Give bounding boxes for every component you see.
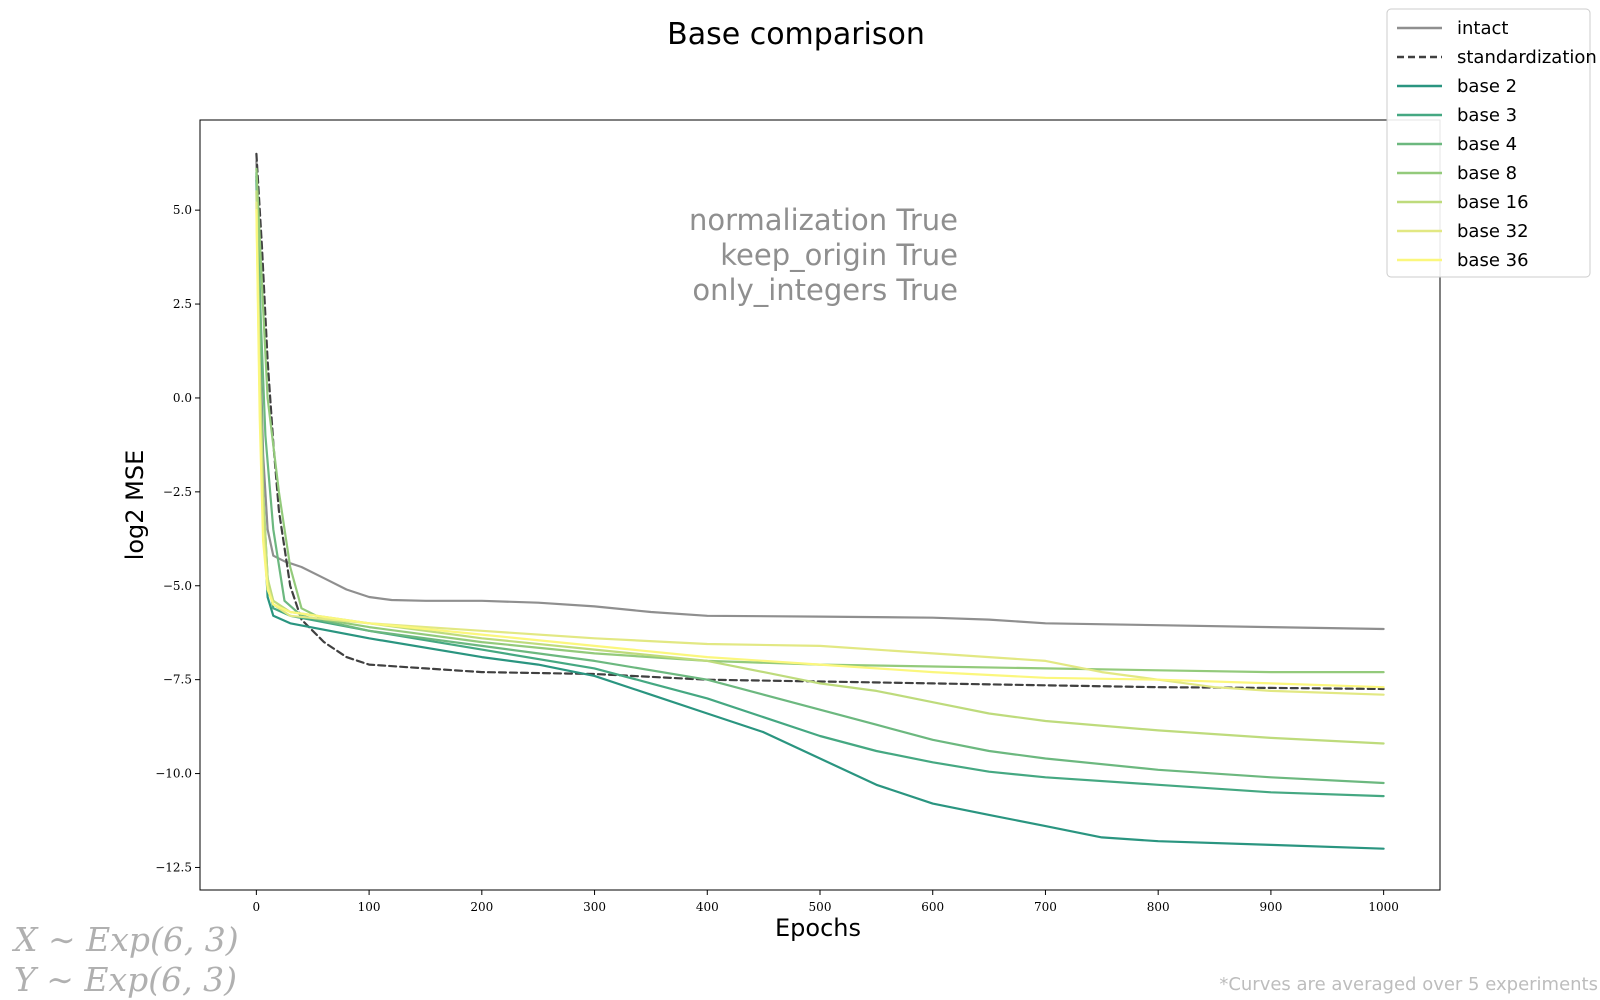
x-tick-label: 0 (253, 900, 261, 914)
annotation-only-integers: only_integers True (692, 273, 958, 307)
y-tick-label: −12.5 (155, 860, 192, 874)
x-tick-label: 700 (1034, 900, 1057, 914)
y-tick-label: 2.5 (173, 297, 192, 311)
annotation-normalization: normalization True (689, 203, 958, 237)
y-ticks: 5.0 2.5 0.0 −2.5 −5.0 −7.5 −10.0 −12.5 (155, 203, 200, 874)
chart-title: Base comparison (667, 17, 925, 52)
x-tick-label: 400 (696, 900, 719, 914)
formula-y: Y ∼ Exp(6, 3) (14, 960, 237, 999)
x-ticks: 0 100 200 300 400 500 600 700 800 900 1000 (253, 890, 1399, 914)
y-tick-label: −7.5 (163, 673, 192, 687)
annotation-keep-origin: keep_origin True (720, 238, 958, 272)
legend-items: intact standardization base 2 base 3 base 4 b… (1397, 18, 1597, 271)
series-line-intact (255, 160, 1385, 631)
annotation-block: normalization True keep_origin True only… (689, 203, 958, 307)
legend-label-base-8: base 8 (1457, 163, 1517, 184)
legend-label-base-32: base 32 (1457, 221, 1529, 242)
legend: intact standardization base 2 base 3 base 4 b… (1386, 8, 1597, 278)
formula-x: X ∼ Exp(6, 3) (11, 920, 239, 959)
footnote: *Curves are averaged over 5 experiments (1219, 974, 1598, 995)
plot-area: 0 100 200 300 400 500 600 700 800 900 1000 5.0 2.5 0… (155, 119, 1441, 914)
x-tick-label: 600 (921, 900, 944, 914)
x-tick-label: 900 (1259, 900, 1282, 914)
y-tick-label: 5.0 (173, 203, 192, 217)
x-tick-label: 300 (583, 900, 606, 914)
legend-label-base-16: base 16 (1457, 192, 1529, 213)
legend-label-intact: intact (1457, 18, 1508, 39)
legend-frame (1386, 8, 1591, 278)
series-line-base-4 (255, 175, 1385, 785)
x-axis-label: Epochs (775, 914, 861, 942)
x-tick-label: 500 (809, 900, 832, 914)
y-tick-label: −2.5 (163, 485, 192, 499)
x-tick-label: 800 (1147, 900, 1170, 914)
legend-label-base-36: base 36 (1457, 250, 1529, 271)
series-line-base-36 (255, 209, 1385, 689)
y-axis-label: log2 MSE (121, 450, 149, 561)
legend-label-standardization: standardization (1457, 47, 1597, 68)
x-tick-label: 100 (358, 900, 381, 914)
legend-label-base-3: base 3 (1457, 105, 1517, 126)
x-tick-label: 1000 (1368, 900, 1399, 914)
x-tick-label: 200 (470, 900, 493, 914)
y-tick-label: −10.0 (155, 767, 192, 781)
legend-label-base-2: base 2 (1457, 76, 1517, 97)
legend-label-base-4: base 4 (1457, 134, 1517, 155)
y-tick-label: 0.0 (173, 391, 192, 405)
y-tick-label: −5.0 (163, 579, 192, 593)
series-line-base-2 (255, 179, 1385, 850)
series-layer (255, 152, 1385, 850)
